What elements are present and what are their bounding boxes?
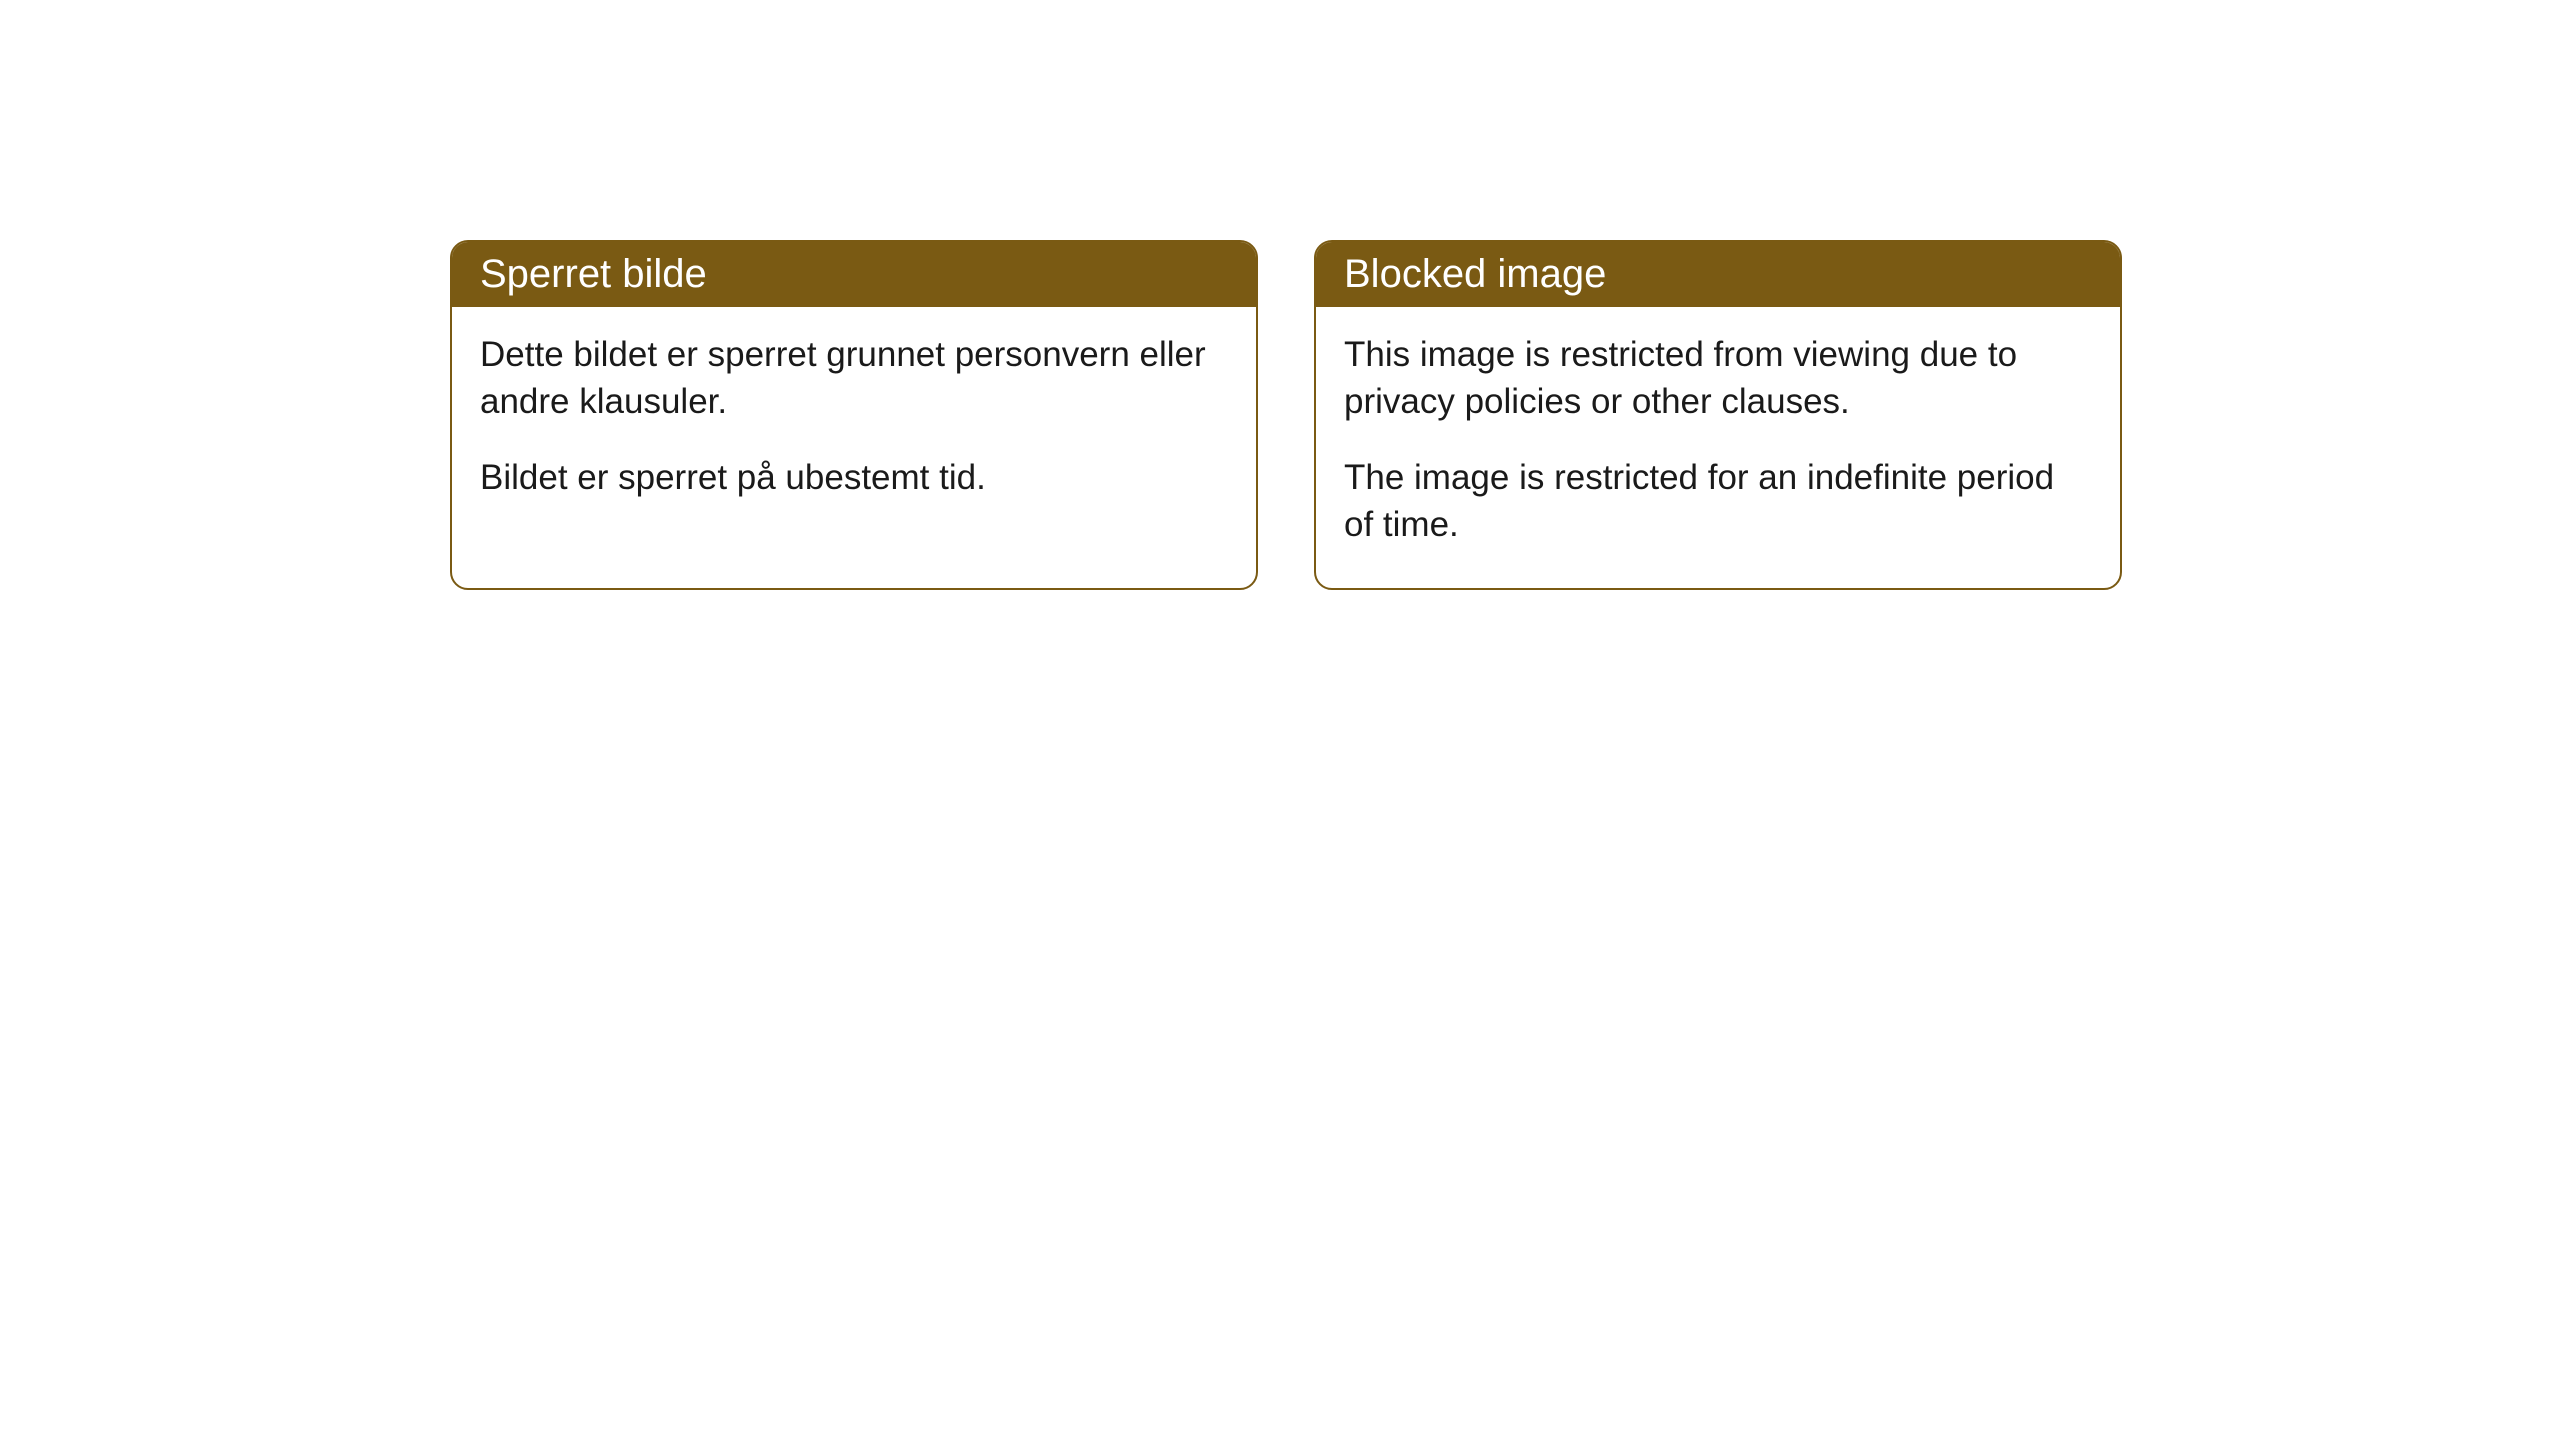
notice-paragraph-1: This image is restricted from viewing du… [1344,331,2092,426]
notice-paragraph-2: The image is restricted for an indefinit… [1344,454,2092,549]
card-body: Dette bildet er sperret grunnet personve… [452,307,1256,541]
card-body: This image is restricted from viewing du… [1316,307,2120,588]
notice-cards-container: Sperret bilde Dette bildet er sperret gr… [450,240,2122,590]
blocked-image-card-norwegian: Sperret bilde Dette bildet er sperret gr… [450,240,1258,590]
blocked-image-card-english: Blocked image This image is restricted f… [1314,240,2122,590]
card-title: Blocked image [1344,252,1606,296]
card-title: Sperret bilde [480,252,707,296]
notice-paragraph-1: Dette bildet er sperret grunnet personve… [480,331,1228,426]
card-header: Sperret bilde [452,242,1256,307]
notice-paragraph-2: Bildet er sperret på ubestemt tid. [480,454,1228,501]
card-header: Blocked image [1316,242,2120,307]
